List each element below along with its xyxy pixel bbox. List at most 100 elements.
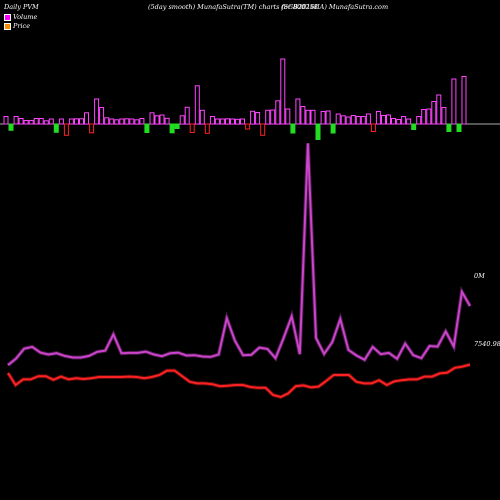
volume-bar [149,112,155,125]
chart-period-label: Daily PVM [4,3,39,11]
volume-bar [265,109,271,125]
volume-bar [53,123,59,133]
volume-bar [3,116,9,125]
volume-bar [33,118,39,125]
legend-label-volume: Volume [13,13,38,21]
volume-bar [401,116,407,125]
chart-source-label: (SGB2016IIA) MunafaSutra.com [281,3,389,11]
volume-bar [219,118,225,125]
volume-bar [325,110,331,125]
volume-bar [315,123,321,140]
volume-bar [68,118,74,125]
volume-bar [38,118,44,125]
volume-bar [260,123,266,136]
volume-bar [124,118,130,125]
volume-bar [74,118,79,125]
volume-bar [441,107,447,125]
volume-bar [350,115,356,125]
volume-bar [119,118,125,125]
volume-bar [381,115,386,125]
volume-bar [280,58,286,125]
volume-bar [335,113,341,125]
volume-bar [285,108,291,125]
series-lines [6,143,472,400]
volume-bar [320,111,326,125]
volume-bar [416,116,422,125]
volume-line [7,143,471,366]
volume-bar [421,109,427,125]
volume-bar [104,117,110,125]
legend-swatch-price [4,22,11,30]
volume-bar [13,116,19,125]
volume-bar [426,108,432,125]
volume-bar [209,116,215,125]
volume-bar [245,123,251,130]
volume-bar [370,123,376,132]
volume-bar [89,123,95,134]
volume-bar [461,76,467,125]
volume-bar [28,120,34,125]
volume-bar [310,109,316,125]
volume-bar [391,118,396,125]
volume-bar [355,116,361,125]
volume-bar [63,123,69,136]
legend-entry-volume: Volume [4,13,37,21]
volume-bar [300,106,306,125]
volume-bar [255,112,261,125]
chart-title: (5day smooth) MunafaSutra(TM) charts for… [148,3,318,11]
volume-bar [129,118,135,125]
volume-bar [230,118,235,125]
volume-line-glow [6,143,472,367]
volume-bar [109,118,115,125]
volume-bar [154,115,160,125]
volume-bar [18,118,24,125]
volume-bar [179,115,185,125]
volume-bar [84,112,89,125]
volume-bar [114,119,120,125]
volume-bar [295,98,301,125]
volume-bar [305,109,311,125]
volume-bar [58,118,64,125]
volume-bar [199,109,205,125]
volume-bar [169,123,175,134]
volume-bar [94,98,100,125]
volume-bar [396,119,402,125]
volume-bars [3,58,467,140]
volume-bar [184,106,190,125]
volume-bar [23,120,29,125]
volume-bar [345,116,351,125]
volume-bar [99,107,105,125]
volume-bar [270,109,276,125]
volume-bar [48,118,54,125]
volume-bar [250,110,256,125]
volume-bar [159,114,165,125]
volume-bar [411,123,417,130]
price-end-label: 7540.98 [474,340,500,348]
volume-bar [79,118,84,125]
volume-bar [8,123,14,131]
volume-bar [340,115,346,125]
legend-swatch-volume [4,13,11,21]
volume-bar [240,118,245,125]
volume-bar [436,94,442,125]
volume-end-label: 0M [474,272,485,280]
volume-bar [189,123,195,133]
volume-bar [43,120,49,125]
legend-label-price: Price [13,22,31,30]
volume-bar [446,123,452,132]
volume-bar [451,78,457,125]
volume-bar [330,123,336,134]
volume-bar [134,119,140,125]
volume-bar [290,123,296,134]
legend-entry-price: Price [4,22,30,30]
volume-bar [406,118,412,125]
volume-bar [194,85,200,125]
volume-bar [174,123,180,129]
volume-bar [456,123,462,132]
volume-bar [235,118,240,125]
price-line [7,363,471,399]
volume-bar [431,101,437,125]
volume-bar [360,116,366,125]
